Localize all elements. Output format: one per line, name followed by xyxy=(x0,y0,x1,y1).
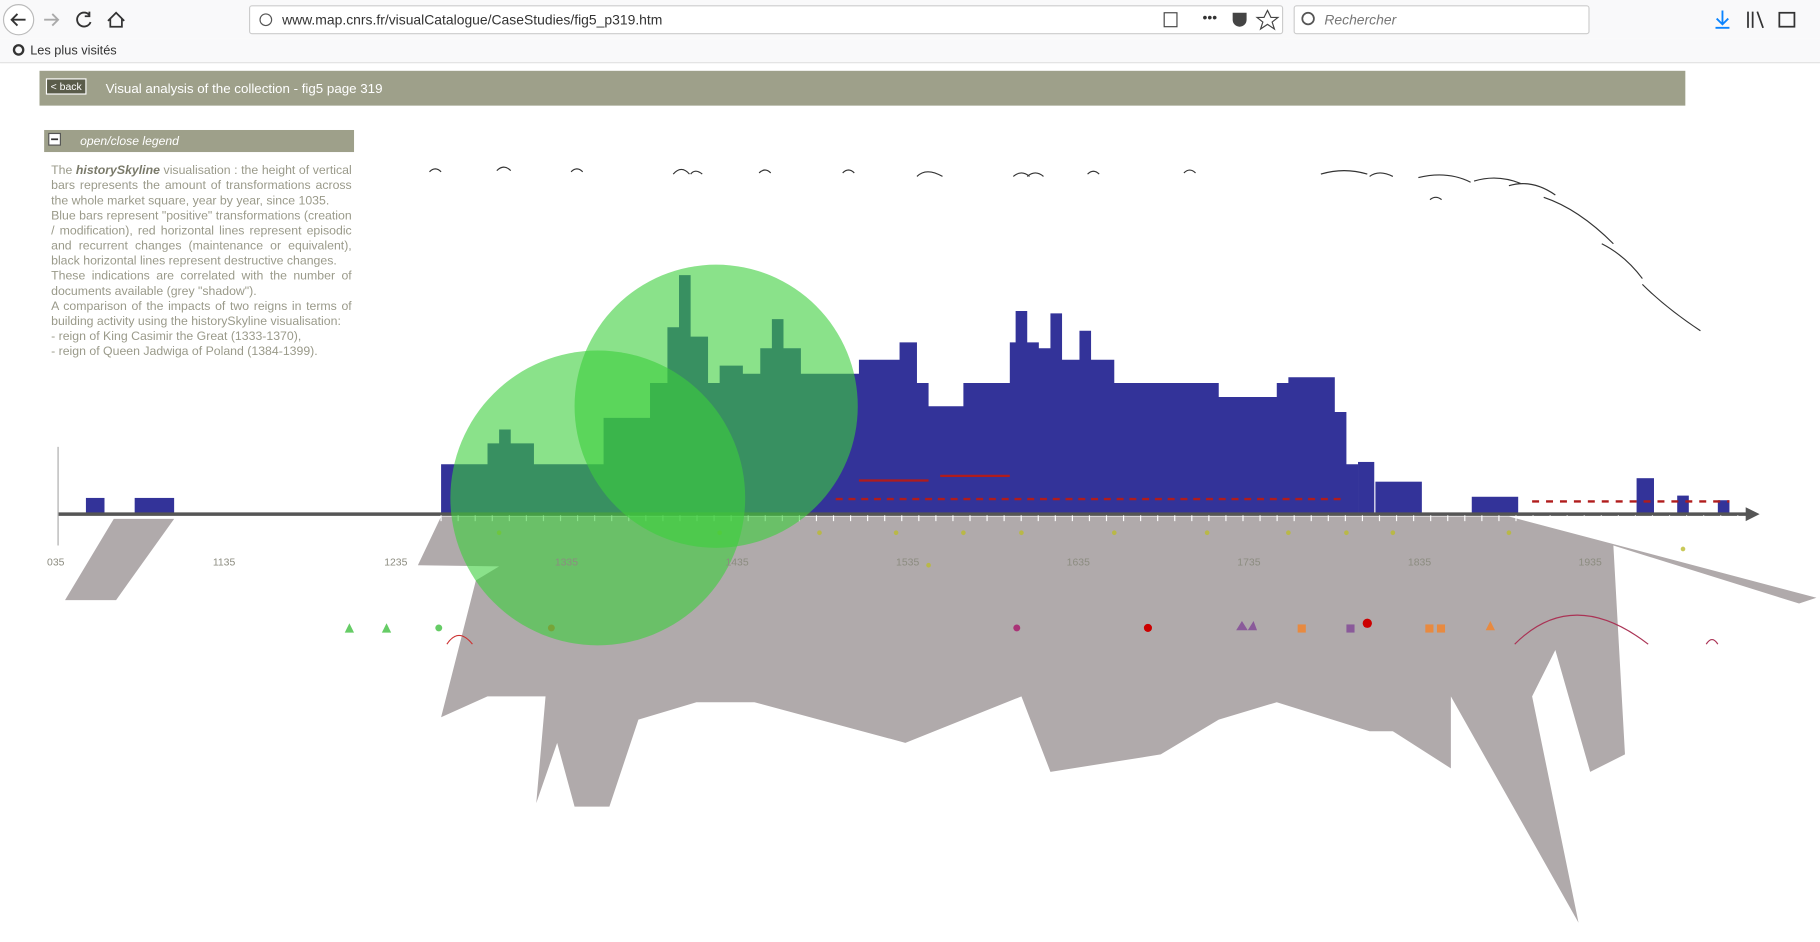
legend-paragraph: - reign of King Casimir the Great (1333-… xyxy=(51,329,302,344)
axis-label: 1435 xyxy=(725,558,748,569)
legend-paragraph: These indications are correlated with th… xyxy=(51,269,352,299)
dot xyxy=(961,530,966,536)
url-bar[interactable] xyxy=(248,5,1284,35)
marker xyxy=(1297,624,1306,633)
bar xyxy=(134,497,175,515)
bookmark-star[interactable] xyxy=(1255,9,1280,31)
dot xyxy=(1506,530,1512,536)
forward-button[interactable] xyxy=(44,13,60,27)
bar xyxy=(1358,461,1375,515)
legend-body: The historySkyline visualisation : the h… xyxy=(51,164,352,360)
back-link[interactable] xyxy=(45,78,87,95)
marker xyxy=(1013,624,1021,632)
search-placeholder: Rechercher xyxy=(1324,12,1397,28)
legend-text: The historySkyline visualisation : the h… xyxy=(51,164,352,360)
legend-paragraph: A comparison of the impacts of two reign… xyxy=(51,299,352,329)
axis-label: 1135 xyxy=(213,558,236,569)
sidebar-icon[interactable] xyxy=(1778,11,1796,28)
axis-label: 1635 xyxy=(1067,558,1090,569)
axis-label: 1535 xyxy=(896,558,919,569)
search-bar[interactable] xyxy=(1293,5,1590,35)
axis-label: 1735 xyxy=(1237,558,1260,569)
marker xyxy=(1514,614,1649,645)
red-lines xyxy=(835,474,1730,503)
info-icon[interactable] xyxy=(259,13,273,27)
marker xyxy=(1236,620,1258,631)
marker xyxy=(381,623,392,633)
legend-paragraph: Blue bars represent "positive" transform… xyxy=(51,208,352,269)
marker xyxy=(344,623,355,633)
marker xyxy=(1362,618,1372,628)
menu-dots[interactable]: ••• xyxy=(1202,9,1217,25)
legend-paragraph: - reign of Queen Jadwiga of Poland (1384… xyxy=(51,344,318,359)
reload-button[interactable] xyxy=(76,11,92,28)
dot xyxy=(1286,530,1291,536)
reign-circle-jadwiga xyxy=(574,264,858,548)
marker xyxy=(1143,623,1152,632)
shadow-left xyxy=(65,518,175,601)
axis-arrow xyxy=(1745,507,1760,522)
dot xyxy=(1019,530,1024,536)
bar xyxy=(85,497,105,515)
axis-label: 035 xyxy=(47,558,65,569)
axis-label: 1335 xyxy=(555,558,578,569)
bar xyxy=(1636,478,1654,515)
reader-icon[interactable] xyxy=(1163,12,1178,28)
axis-label: 1235 xyxy=(384,558,407,569)
small-bars xyxy=(85,461,1730,515)
marker xyxy=(1485,620,1495,631)
marker xyxy=(1705,638,1719,645)
shadow-main xyxy=(417,516,1817,923)
dot xyxy=(1390,530,1396,536)
dot xyxy=(926,562,931,568)
search-icon xyxy=(1301,11,1315,26)
axis-label: 1835 xyxy=(1408,558,1431,569)
legend-toggle-text[interactable]: open/close legend xyxy=(80,134,180,148)
legend-emph: historySkyline xyxy=(75,163,160,178)
marker xyxy=(1425,624,1434,633)
arcs xyxy=(429,166,1701,332)
library-icon[interactable] xyxy=(1747,11,1764,29)
back-link-text[interactable]: < back xyxy=(51,82,83,93)
marker xyxy=(446,634,473,645)
dot xyxy=(817,530,822,536)
marker xyxy=(1436,624,1446,633)
bar xyxy=(1471,496,1519,515)
url: www.map.cnrs.fr/visualCatalogue/CaseStud… xyxy=(281,12,662,28)
bookmarks-bar xyxy=(0,38,1820,63)
back-arrow xyxy=(10,13,26,27)
legend-intro: The historySkyline visualisation : the h… xyxy=(51,164,352,209)
legend-text: The xyxy=(51,163,76,178)
dot xyxy=(1204,530,1210,536)
pocket-icon[interactable] xyxy=(1232,12,1247,27)
marker xyxy=(435,624,443,632)
dot xyxy=(1344,530,1349,536)
dot xyxy=(893,530,899,536)
page-title: Visual analysis of the collection - fig5… xyxy=(106,81,383,96)
header-bar xyxy=(39,70,1686,106)
bar xyxy=(1375,481,1422,515)
gear-icon xyxy=(12,44,25,56)
home-button[interactable] xyxy=(107,11,125,28)
document-arcs xyxy=(429,166,1701,332)
axis-labels: 035 1135 1235 1335 1435 1535 1635 1735 1835 1935 xyxy=(47,558,1602,569)
downloads-icon[interactable] xyxy=(1715,10,1730,29)
event-markers xyxy=(344,614,1719,645)
bar xyxy=(1677,495,1689,515)
bookmark-link[interactable]: Les plus visités xyxy=(30,42,116,57)
bar xyxy=(1717,500,1730,515)
legend-header[interactable] xyxy=(44,129,355,153)
axis-label: 1935 xyxy=(1579,558,1602,569)
marker xyxy=(1346,624,1355,633)
legend-text: visualisation : the height of vertical b… xyxy=(51,163,352,208)
dot xyxy=(1680,546,1686,552)
document-shadow xyxy=(65,516,1817,923)
dot xyxy=(1111,530,1117,536)
